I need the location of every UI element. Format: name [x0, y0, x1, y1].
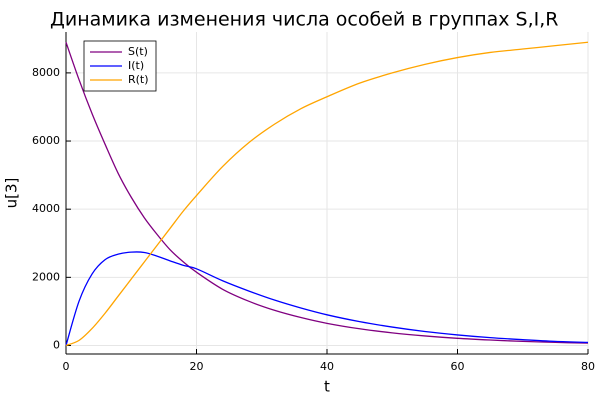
- tick-labels: 0 20 40 60 80 0 2000 4000 6000 8000: [32, 66, 595, 373]
- grid: [65, 32, 589, 354]
- series-line-1: [65, 42, 589, 344]
- x-tick-label: 40: [320, 360, 334, 373]
- legend-label: R(t): [128, 73, 149, 86]
- series-lines: [65, 41, 589, 347]
- legend-label: I(t): [128, 59, 144, 72]
- series-line-2: [65, 251, 589, 346]
- legend: S(t)I(t)R(t): [83, 40, 157, 92]
- y-axis-label: u[3]: [3, 178, 21, 209]
- axes: [65, 32, 589, 355]
- legend-label: S(t): [128, 45, 148, 58]
- y-tick-label: 4000: [32, 202, 60, 215]
- series-line-3: [65, 41, 589, 347]
- x-tick-label: 60: [451, 360, 465, 373]
- y-tick-label: 0: [53, 338, 60, 351]
- x-tick-label: 0: [63, 360, 70, 373]
- x-tick-label: 20: [190, 360, 204, 373]
- x-tick-label: 80: [581, 360, 595, 373]
- y-tick-label: 8000: [32, 66, 60, 79]
- x-axis-label: t: [324, 378, 330, 396]
- y-tick-label: 6000: [32, 134, 60, 147]
- chart-title: Динамика изменения числа особей в группа…: [50, 9, 559, 31]
- y-tick-label: 2000: [32, 270, 60, 283]
